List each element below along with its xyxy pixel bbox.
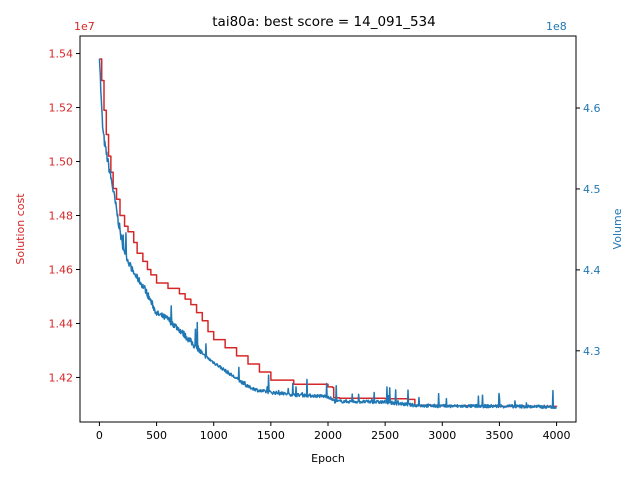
x-tick-label: 500 [146,429,167,442]
right-axis-offset-label: 1e8 [546,20,567,33]
y-left-tick-label: 1.54 [49,48,74,61]
x-tick-label: 1500 [257,429,285,442]
x-tick-label: 3500 [485,429,513,442]
x-tick-label: 0 [96,429,103,442]
chart-title: tai80a: best score = 14_091_534 [212,14,435,30]
y-left-tick-label: 1.42 [49,371,74,384]
y-right-tick-label: 4.6 [583,102,601,115]
plot-frame [79,35,577,423]
series-line-volume [98,58,557,410]
series-layer [98,58,558,410]
y-left-tick-label: 1.48 [49,210,74,223]
axes-layer: 0 500 1000 1500 2000 2500 3000 3500 4000 1.42 1.44… [49,48,601,442]
x-axis-label: Epoch [311,452,345,465]
y-axis-label-left: Solution cost [14,193,27,265]
x-tick-label: 4000 [543,429,571,442]
y-left-tick-label: 1.46 [49,263,74,276]
y-right-tick-label: 4.5 [583,183,601,196]
series-line-solution-cost [99,58,558,408]
y-right-tick-label: 4.3 [583,345,601,358]
x-tick-label: 1000 [200,429,228,442]
x-tick-label: 2000 [314,429,342,442]
y-left-tick-label: 1.52 [49,102,74,115]
y-axis-label-right: Volume [611,208,624,249]
y-left-tick-label: 1.50 [49,156,74,169]
x-tick-label: 3000 [428,429,456,442]
x-tick-label: 2500 [371,429,399,442]
left-axis-offset-label: 1e7 [74,20,95,33]
y-left-tick-label: 1.44 [49,317,74,330]
y-right-tick-label: 4.4 [583,264,601,277]
